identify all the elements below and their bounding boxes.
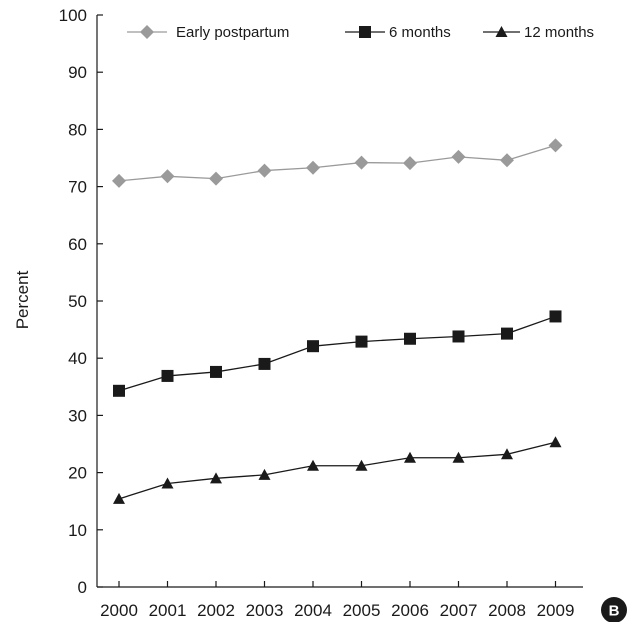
series-1 [112, 138, 563, 188]
series-layer [112, 138, 563, 504]
legend: Early postpartum 6 months 12 months [127, 24, 594, 41]
y-tick-label: 100 [59, 6, 87, 25]
data-point [500, 153, 514, 168]
data-point [404, 451, 416, 463]
data-point [113, 384, 125, 397]
y-tick-label: 60 [68, 235, 87, 254]
data-point [210, 365, 222, 378]
data-point [451, 149, 466, 164]
x-tick-label: 2005 [343, 601, 381, 620]
y-tick-label: 20 [68, 464, 87, 483]
panel-label-badge: B [601, 597, 627, 622]
data-point [258, 468, 271, 480]
data-point [354, 155, 369, 170]
y-tick-label: 80 [68, 120, 87, 139]
y-axis-title: Percent [13, 270, 32, 329]
data-point [355, 335, 368, 348]
legend-item: Early postpartum [127, 24, 289, 41]
data-point [210, 472, 222, 484]
legend-marker [359, 26, 371, 38]
data-point [452, 451, 465, 463]
x-tick-label: 2001 [149, 601, 187, 620]
data-point [160, 169, 175, 184]
x-tick-label: 2006 [391, 601, 429, 620]
legend-marker [140, 25, 154, 39]
legend-label: 6 months [389, 24, 451, 41]
x-tick-label: 2009 [537, 601, 575, 620]
data-point [161, 477, 174, 489]
data-point [501, 327, 513, 340]
y-tick-label: 50 [68, 292, 87, 311]
legend-marker [495, 26, 508, 37]
data-point [452, 330, 465, 343]
x-tick-label: 2008 [488, 601, 526, 620]
x-tick-label: 2002 [197, 601, 235, 620]
series-2 [113, 310, 562, 397]
data-point [355, 459, 368, 471]
y-tick-label: 30 [68, 406, 87, 425]
series-line [118, 441, 556, 500]
data-point [161, 369, 174, 382]
data-point [307, 340, 319, 353]
data-point [209, 171, 223, 186]
data-point [257, 163, 272, 178]
legend-item: 6 months [345, 24, 451, 41]
y-tick-label: 40 [68, 349, 87, 368]
data-point [549, 310, 562, 323]
series-line [118, 144, 556, 182]
data-point [501, 448, 513, 460]
panel-label-circle [601, 597, 627, 622]
data-point [403, 156, 417, 171]
y-tick-label: 90 [68, 63, 87, 82]
x-tick-label: 2007 [440, 601, 478, 620]
x-tick-label: 2004 [294, 601, 332, 620]
x-tick-label: 2003 [246, 601, 284, 620]
data-point [404, 332, 416, 345]
y-axis: 0 10 20 30 40 50 60 70 80 90 100 [59, 6, 103, 597]
data-point [258, 357, 271, 370]
data-point [112, 173, 126, 188]
data-point [549, 436, 562, 448]
x-axis: 2000 2001 2002 2003 2004 2005 2006 2007 2008 2009 [97, 581, 583, 620]
data-point [548, 138, 563, 153]
y-tick-label: 10 [68, 521, 87, 540]
legend-item: 12 months [483, 24, 594, 41]
legend-label: 12 months [524, 24, 594, 41]
data-point [113, 492, 125, 504]
data-point [306, 160, 320, 175]
legend-label: Early postpartum [176, 24, 289, 41]
y-tick-label: 70 [68, 178, 87, 197]
panel-label: B [609, 603, 620, 620]
data-point [307, 459, 319, 471]
series-3 [113, 436, 562, 504]
y-tick-label: 0 [78, 578, 87, 597]
series-line [118, 315, 556, 392]
x-tick-label: 2000 [100, 601, 138, 620]
